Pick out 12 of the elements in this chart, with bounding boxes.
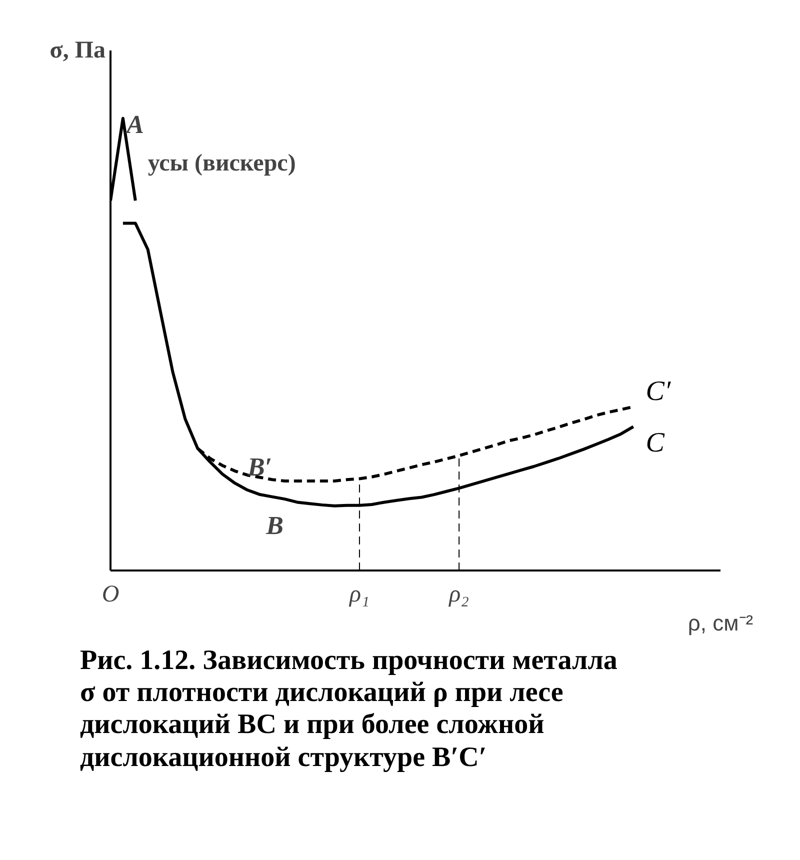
y-axis-title: σ, Па [50, 38, 106, 64]
x-tick-label: O [102, 582, 120, 608]
series-label: C′ [646, 376, 672, 407]
x-tick-label: ρ₁ [348, 582, 370, 608]
annotation: B [265, 510, 284, 540]
text: Рис. 1.12. Зависимость прочности металла σ от плотности дислокаций ρ при лесе дислокаций BC и при более сложной дислокационной структуре B′C′ [80, 645, 618, 774]
series-label: C [646, 428, 665, 459]
annotation: A [124, 110, 144, 139]
x-axis-title: ρ, см⁻² [688, 610, 754, 636]
x-tick-label: ρ₂ [448, 582, 470, 608]
annotation: усы (вискерс) [148, 150, 296, 177]
annotation: B′ [246, 452, 272, 482]
